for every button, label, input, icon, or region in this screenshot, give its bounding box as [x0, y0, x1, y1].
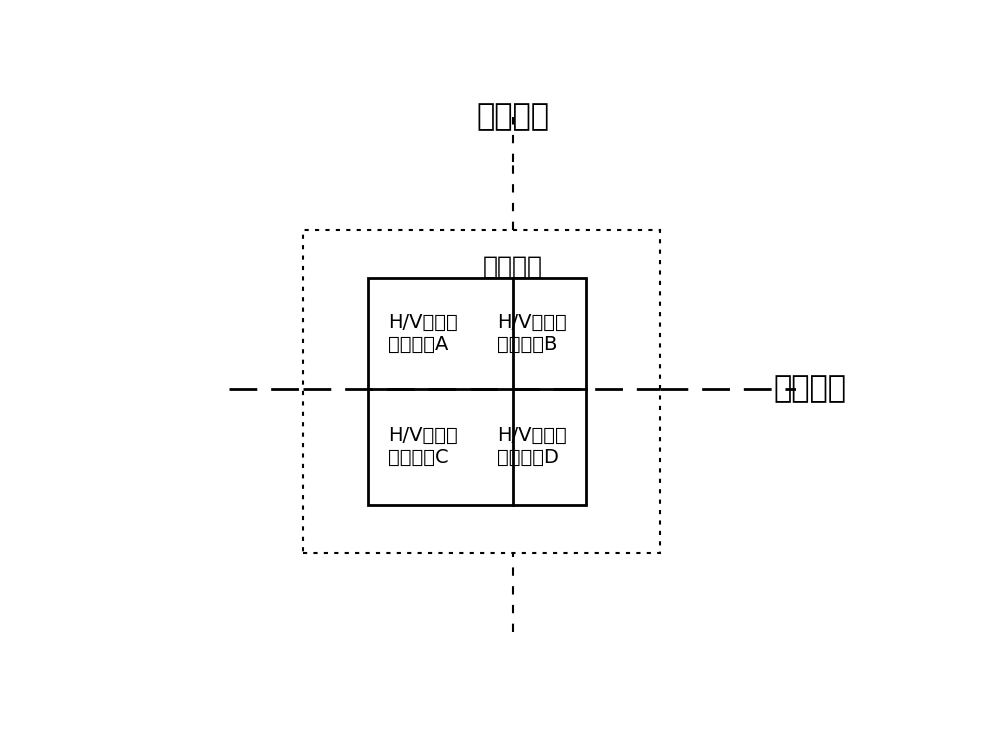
Text: H/V双极化
天线单元C: H/V双极化 天线单元C: [388, 426, 457, 467]
Bar: [368, 278, 586, 505]
Text: 垂直方向: 垂直方向: [476, 102, 549, 131]
Text: 天线口径: 天线口径: [482, 255, 542, 279]
Bar: [303, 230, 660, 553]
Text: H/V双极化
天线单元B: H/V双极化 天线单元B: [497, 313, 567, 354]
Text: H/V双极化
天线单元D: H/V双极化 天线单元D: [497, 426, 567, 467]
Text: H/V双极化
天线单元A: H/V双极化 天线单元A: [388, 313, 457, 354]
Text: 水平方向: 水平方向: [773, 374, 846, 403]
